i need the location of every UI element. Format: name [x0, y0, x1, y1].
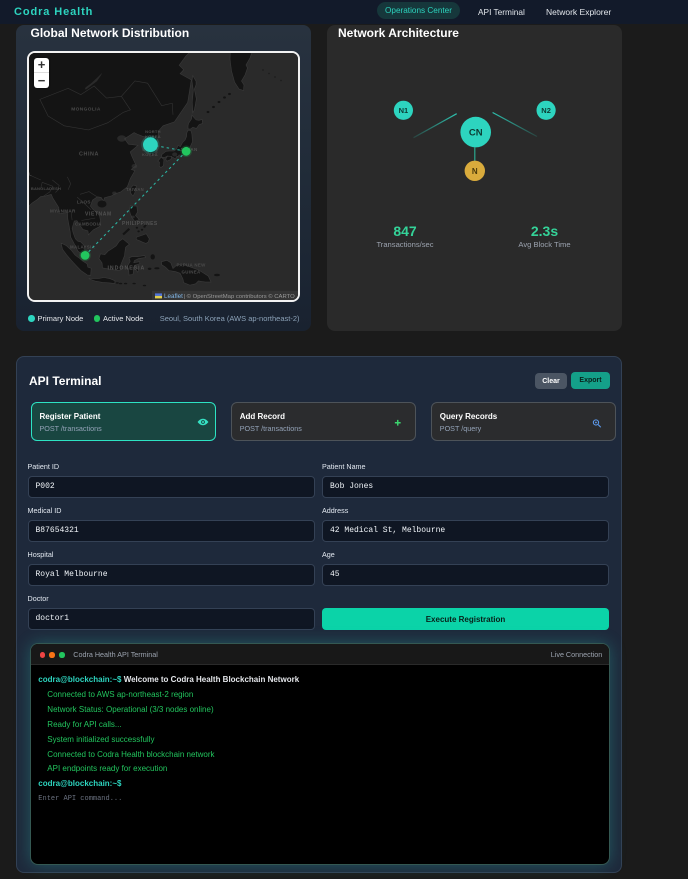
- svg-text:NEPAL: NEPAL: [29, 171, 32, 176]
- svg-text:N2: N2: [541, 106, 551, 115]
- svg-text:CHINA: CHINA: [78, 151, 98, 157]
- svg-text:KOREA: KOREA: [145, 134, 161, 139]
- svg-text:PHILIPPINES: PHILIPPINES: [122, 221, 158, 227]
- svg-text:BANGLADESH: BANGLADESH: [30, 185, 60, 190]
- svg-text:N: N: [471, 166, 477, 175]
- svg-text:Leaflet: Leaflet: [164, 293, 183, 300]
- svg-text:VIETNAM: VIETNAM: [85, 211, 112, 217]
- svg-text:MALAYSIA: MALAYSIA: [70, 244, 95, 249]
- svg-text:CN: CN: [468, 127, 482, 138]
- svg-text:GUINEA: GUINEA: [181, 269, 200, 274]
- svg-text:NORTH: NORTH: [145, 129, 161, 134]
- svg-text:PAPUA NEW: PAPUA NEW: [176, 262, 206, 267]
- svg-text:MONGOLIA: MONGOLIA: [71, 106, 101, 112]
- svg-text:TAIWAN: TAIWAN: [125, 187, 143, 192]
- svg-text:| © OpenStreetMap contributors: | © OpenStreetMap contributors © CARTO: [183, 293, 295, 300]
- svg-text:KOREA: KOREA: [142, 152, 158, 157]
- svg-text:N1: N1: [398, 106, 408, 115]
- svg-text:INDONESIA: INDONESIA: [107, 265, 145, 271]
- svg-text:LAOS: LAOS: [76, 199, 90, 204]
- svg-text:MYANMAR: MYANMAR: [49, 208, 75, 213]
- svg-text:CAMBODIA: CAMBODIA: [75, 221, 102, 226]
